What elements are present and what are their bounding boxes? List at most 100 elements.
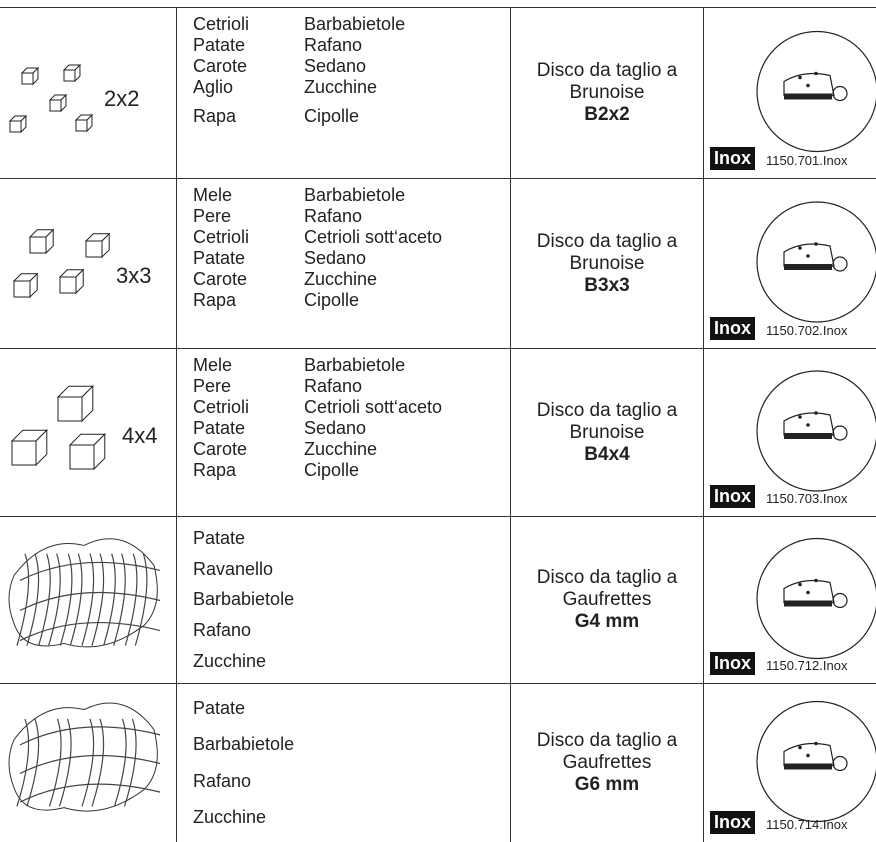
vegetable: Sedano bbox=[304, 56, 367, 76]
vegetable: Rafano bbox=[193, 620, 252, 641]
vegetable: Barbabietole bbox=[304, 14, 406, 34]
cut-icon bbox=[8, 702, 161, 812]
reference-code: 1150.701.Inox bbox=[766, 153, 848, 168]
vegetable: Zucchine bbox=[304, 77, 378, 97]
vegetable: Patate bbox=[193, 697, 246, 718]
vegetable: Rafano bbox=[304, 376, 363, 396]
vegetables-cell: Cetrioli Barbabietole Patate Rafano Carote Se… bbox=[176, 8, 510, 178]
table-row: 3x3 Mele Barbabietole Pere Rafano Cetrioli Cet… bbox=[0, 178, 876, 348]
disc-type: Brunoise bbox=[569, 421, 645, 443]
icon-shape bbox=[91, 553, 105, 646]
vegetable-line: Patate Rafano bbox=[193, 35, 510, 56]
vegetable: Rafano bbox=[193, 770, 252, 791]
disc-drawing bbox=[756, 370, 876, 492]
vegetable-line: Zucchine bbox=[193, 651, 510, 672]
vegetable-line: Mele Barbabietole bbox=[193, 185, 510, 206]
icon-shape bbox=[59, 553, 73, 646]
icon-shape bbox=[29, 236, 47, 254]
icon-shape bbox=[48, 553, 61, 646]
vegetable: Patate bbox=[193, 418, 246, 438]
icon-shape bbox=[798, 745, 802, 750]
vegetables-cell: Patate Barbabietole Rafano Zucchine bbox=[176, 684, 510, 842]
material-badge: Inox bbox=[710, 485, 756, 508]
disc-code: G4 mm bbox=[574, 611, 640, 632]
vegetable-line: Rafano bbox=[193, 620, 510, 641]
vegetable-line: Pere Rafano bbox=[193, 376, 510, 397]
material-badge: Inox bbox=[710, 652, 756, 675]
vegetable: Zucchine bbox=[304, 269, 378, 289]
icon-shape bbox=[784, 264, 832, 270]
icon-shape bbox=[19, 561, 161, 581]
icon-shape bbox=[63, 69, 76, 82]
vegetable: Carote bbox=[193, 56, 248, 76]
disc-cell: Disco da taglio a Gaufrettes G4 mm bbox=[510, 517, 703, 683]
vegetable: Cetrioli bbox=[193, 227, 250, 247]
vegetable-line: Cetrioli Cetrioli sott‘aceto bbox=[193, 227, 510, 248]
vegetable: Barbabietole bbox=[193, 589, 295, 610]
vegetable: Aglio bbox=[193, 77, 234, 97]
vegetable-line: Patate Sedano bbox=[193, 248, 510, 269]
icon-shape bbox=[49, 99, 62, 112]
vegetable: Pere bbox=[193, 206, 232, 226]
reference-code: 1150.702.Inox bbox=[766, 323, 848, 338]
material-badge: Inox bbox=[710, 317, 756, 340]
icon-shape bbox=[806, 83, 810, 88]
reference-code: 1150.714.Inox bbox=[766, 817, 848, 832]
icon-shape bbox=[19, 591, 161, 612]
vegetable-line: Patate bbox=[193, 528, 510, 549]
cut-icon bbox=[10, 384, 107, 471]
icon-shape bbox=[784, 763, 832, 770]
icon-shape bbox=[58, 718, 72, 807]
vegetable-line: Patate bbox=[193, 698, 510, 719]
vegetable-line: Rapa Cipolle bbox=[193, 460, 510, 481]
disc-type: Gaufrettes bbox=[562, 589, 652, 610]
table-row: Patate Ravanello Barbabietole Rafano Zucchin… bbox=[0, 516, 876, 683]
reference-code: 1150.712.Inox bbox=[766, 658, 848, 673]
vegetable-line: Patate Sedano bbox=[193, 418, 510, 439]
icon-shape bbox=[814, 741, 818, 746]
vegetable: Zucchine bbox=[193, 651, 267, 672]
vegetable: Sedano bbox=[304, 248, 367, 268]
vegetable: Patate bbox=[193, 248, 246, 268]
icon-shape bbox=[814, 242, 818, 246]
icon-shape bbox=[113, 718, 127, 807]
vegetable-line: Rapa Cipolle bbox=[193, 106, 510, 127]
icon-shape bbox=[806, 590, 810, 595]
table-row: 4x4 Mele Barbabietole Pere Rafano Cetrioli Cet… bbox=[0, 348, 876, 516]
disc-line: Disco da taglio a bbox=[536, 730, 678, 751]
vegetable-line: Barbabietole bbox=[193, 734, 510, 755]
vegetable-line: Zucchine bbox=[193, 807, 510, 828]
icon-shape bbox=[16, 553, 30, 646]
vegetable: Barbabietole bbox=[304, 185, 406, 205]
icon-shape bbox=[806, 254, 810, 258]
vegetable-line: Cetrioli Barbabietole bbox=[193, 14, 510, 35]
product-icon-cell: 3x3 bbox=[0, 179, 176, 348]
vegetable-line: Carote Zucchine bbox=[193, 439, 510, 460]
disc-code: G6 mm bbox=[574, 774, 640, 795]
icon-shape bbox=[798, 415, 802, 419]
vegetable: Mele bbox=[193, 355, 233, 375]
vegetable: Cetrioli bbox=[193, 14, 250, 34]
disc-drawing bbox=[756, 537, 876, 660]
size-label: 3x3 bbox=[116, 263, 152, 288]
vegetable-line: Aglio Zucchine bbox=[193, 77, 510, 98]
icon-shape bbox=[19, 754, 161, 775]
vegetable: Carote bbox=[193, 439, 248, 459]
icon-shape bbox=[85, 240, 103, 258]
icon-shape bbox=[13, 280, 31, 298]
size-label: 4x4 bbox=[122, 423, 158, 448]
vegetable-line: Mele Barbabietole bbox=[193, 355, 510, 376]
vegetable-line: Barbabietole bbox=[193, 589, 510, 610]
icon-shape bbox=[814, 578, 818, 583]
disc-code: B3x3 bbox=[584, 274, 630, 296]
disc-image-cell: Inox 1150.701.Inox bbox=[703, 8, 876, 178]
vegetable: Cetrioli bbox=[193, 397, 250, 417]
icon-shape bbox=[19, 726, 161, 746]
icon-shape bbox=[784, 433, 832, 439]
icon-shape bbox=[798, 246, 802, 250]
icon-shape bbox=[134, 553, 148, 646]
reference-code: 1150.703.Inox bbox=[766, 491, 848, 506]
icon-shape bbox=[9, 120, 22, 133]
icon-shape bbox=[832, 592, 848, 609]
disc-type: Brunoise bbox=[569, 82, 645, 103]
